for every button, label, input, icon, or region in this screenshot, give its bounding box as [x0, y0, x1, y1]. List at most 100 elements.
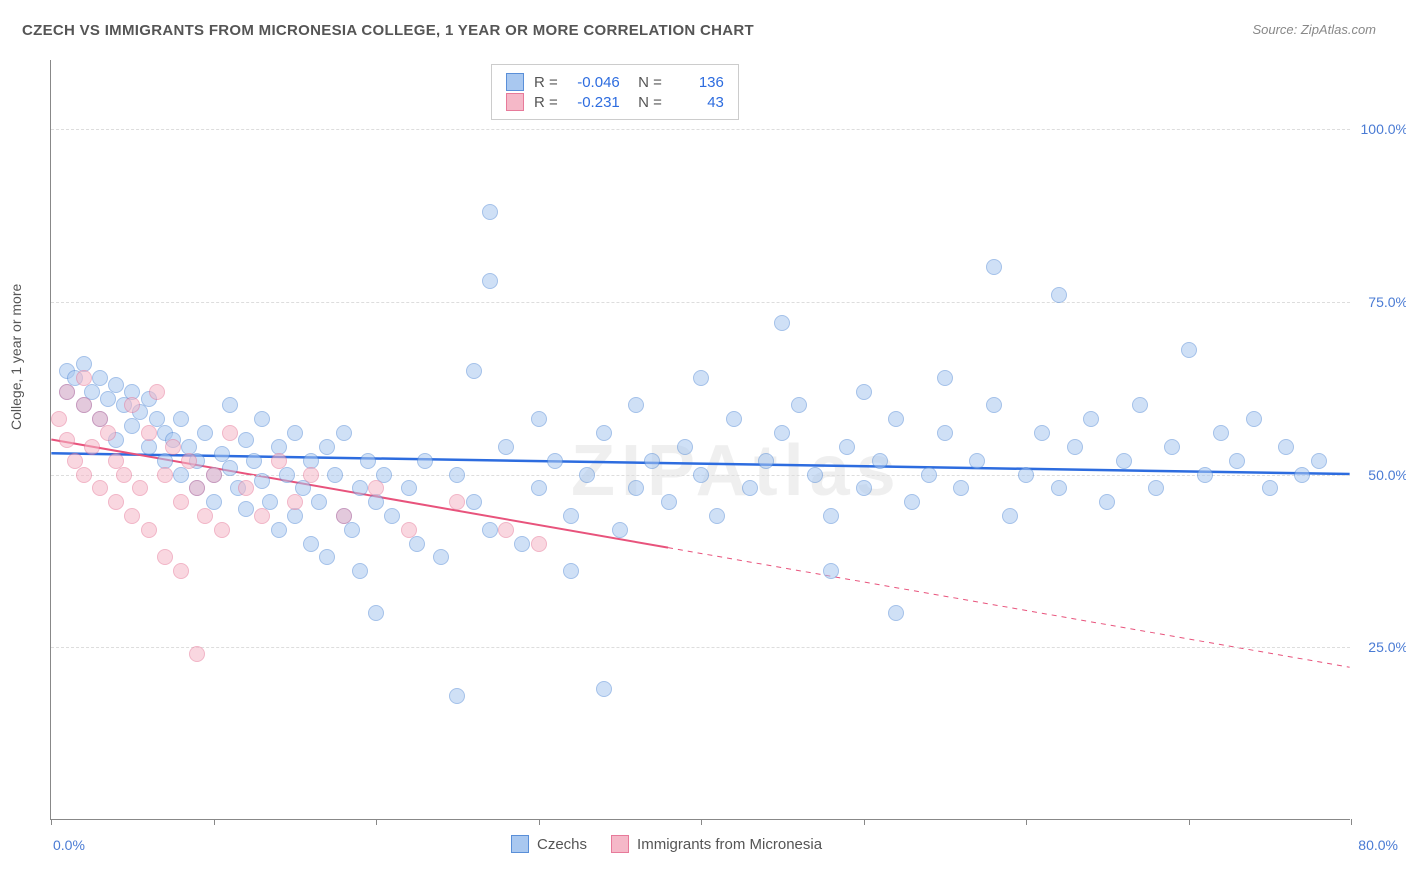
scatter-point — [84, 439, 100, 455]
scatter-point — [742, 480, 758, 496]
scatter-point — [100, 425, 116, 441]
scatter-point — [1002, 508, 1018, 524]
y-axis-label: College, 1 year or more — [8, 284, 24, 430]
plot-area: ZIPAtlas R =-0.046 N =136R =-0.231 N =43… — [50, 60, 1350, 820]
x-tick — [864, 819, 865, 825]
scatter-point — [409, 536, 425, 552]
scatter-point — [384, 508, 400, 524]
scatter-point — [709, 508, 725, 524]
scatter-point — [628, 480, 644, 496]
gridline — [51, 647, 1350, 648]
scatter-point — [1132, 397, 1148, 413]
scatter-point — [1051, 480, 1067, 496]
scatter-point — [693, 467, 709, 483]
scatter-point — [319, 439, 335, 455]
scatter-point — [59, 384, 75, 400]
scatter-point — [76, 370, 92, 386]
scatter-point — [1246, 411, 1262, 427]
scatter-point — [303, 536, 319, 552]
scatter-point — [368, 480, 384, 496]
scatter-point — [173, 411, 189, 427]
scatter-point — [807, 467, 823, 483]
stats-row: R =-0.046 N =136 — [506, 73, 724, 91]
scatter-point — [336, 508, 352, 524]
legend-label: Czechs — [537, 836, 587, 853]
scatter-point — [563, 563, 579, 579]
scatter-point — [514, 536, 530, 552]
stat-r-value: -0.046 — [568, 74, 620, 91]
stat-r-label: R = — [534, 74, 558, 91]
scatter-point — [466, 494, 482, 510]
bottom-legend: Czechs Immigrants from Micronesia — [511, 835, 822, 853]
source-attribution: Source: ZipAtlas.com — [1252, 22, 1376, 37]
scatter-point — [1181, 342, 1197, 358]
scatter-point — [449, 494, 465, 510]
legend-swatch — [511, 835, 529, 853]
scatter-point — [1197, 467, 1213, 483]
stat-r-label: R = — [534, 94, 558, 111]
gridline — [51, 129, 1350, 130]
scatter-point — [368, 494, 384, 510]
scatter-point — [1099, 494, 1115, 510]
scatter-point — [921, 467, 937, 483]
y-tick-label: 50.0% — [1368, 467, 1406, 483]
scatter-point — [181, 453, 197, 469]
scatter-point — [271, 522, 287, 538]
stats-row: R =-0.231 N =43 — [506, 93, 724, 111]
scatter-point — [352, 480, 368, 496]
scatter-point — [124, 397, 140, 413]
scatter-point — [758, 453, 774, 469]
scatter-point — [693, 370, 709, 386]
scatter-point — [612, 522, 628, 538]
scatter-point — [141, 522, 157, 538]
scatter-point — [287, 508, 303, 524]
scatter-point — [449, 467, 465, 483]
scatter-point — [92, 370, 108, 386]
scatter-point — [287, 425, 303, 441]
scatter-point — [774, 425, 790, 441]
scatter-point — [1067, 439, 1083, 455]
scatter-point — [238, 501, 254, 517]
scatter-point — [1164, 439, 1180, 455]
scatter-point — [303, 467, 319, 483]
scatter-point — [1116, 453, 1132, 469]
scatter-point — [531, 480, 547, 496]
scatter-point — [238, 480, 254, 496]
scatter-point — [596, 681, 612, 697]
scatter-point — [937, 370, 953, 386]
y-tick-label: 75.0% — [1368, 294, 1406, 310]
y-tick-label: 25.0% — [1368, 639, 1406, 655]
x-tick — [51, 819, 52, 825]
legend-item: Czechs — [511, 835, 587, 853]
scatter-point — [165, 439, 181, 455]
stat-n-label: N = — [630, 74, 662, 91]
scatter-point — [173, 494, 189, 510]
legend-item: Immigrants from Micronesia — [611, 835, 822, 853]
scatter-point — [937, 425, 953, 441]
x-tick — [1026, 819, 1027, 825]
scatter-point — [531, 536, 547, 552]
scatter-point — [1262, 480, 1278, 496]
scatter-point — [51, 411, 67, 427]
correlation-stats-box: R =-0.046 N =136R =-0.231 N =43 — [491, 64, 739, 120]
scatter-point — [246, 453, 262, 469]
x-tick — [539, 819, 540, 825]
scatter-point — [311, 494, 327, 510]
scatter-point — [677, 439, 693, 455]
scatter-point — [222, 397, 238, 413]
scatter-point — [661, 494, 677, 510]
scatter-point — [401, 522, 417, 538]
scatter-point — [327, 467, 343, 483]
scatter-point — [433, 549, 449, 565]
x-tick — [1351, 819, 1352, 825]
scatter-point — [173, 467, 189, 483]
scatter-point — [141, 439, 157, 455]
scatter-point — [969, 453, 985, 469]
scatter-point — [823, 563, 839, 579]
scatter-point — [108, 377, 124, 393]
scatter-point — [1148, 480, 1164, 496]
scatter-point — [904, 494, 920, 510]
legend-swatch — [611, 835, 629, 853]
scatter-point — [888, 411, 904, 427]
scatter-point — [141, 425, 157, 441]
